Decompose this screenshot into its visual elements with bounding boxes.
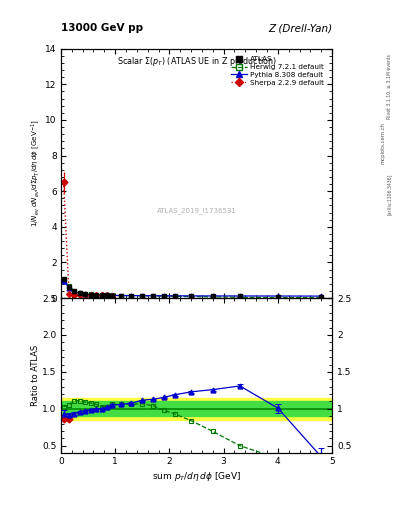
Bar [61,401,332,416]
Y-axis label: $1/N_{ev}\ dN_{ev}/d\Sigma p_T/d\eta\,d\phi\ [\mathrm{GeV}^{-1}]$: $1/N_{ev}\ dN_{ev}/d\Sigma p_T/d\eta\,d\… [29,119,42,227]
Text: [arXiv:1306.3436]: [arXiv:1306.3436] [387,174,391,216]
Text: Z (Drell-Yan): Z (Drell-Yan) [268,23,332,33]
Y-axis label: Ratio to ATLAS: Ratio to ATLAS [31,345,40,406]
Text: Scalar $\Sigma(p_T)$ (ATLAS UE in Z production): Scalar $\Sigma(p_T)$ (ATLAS UE in Z prod… [117,55,276,68]
Text: 13000 GeV pp: 13000 GeV pp [61,23,143,33]
Text: mcplots.cern.ch: mcplots.cern.ch [381,122,386,164]
X-axis label: sum $p_T/d\eta\,d\phi$ [GeV]: sum $p_T/d\eta\,d\phi$ [GeV] [152,471,241,483]
Text: ATLAS_2019_I1736531: ATLAS_2019_I1736531 [156,207,237,214]
Text: Rivet 3.1.10, ≥ 3.1M events: Rivet 3.1.10, ≥ 3.1M events [387,55,391,119]
Bar [61,398,332,420]
Legend: ATLAS, Herwig 7.2.1 default, Pythia 8.308 default, Sherpa 2.2.9 default: ATLAS, Herwig 7.2.1 default, Pythia 8.30… [230,55,326,87]
